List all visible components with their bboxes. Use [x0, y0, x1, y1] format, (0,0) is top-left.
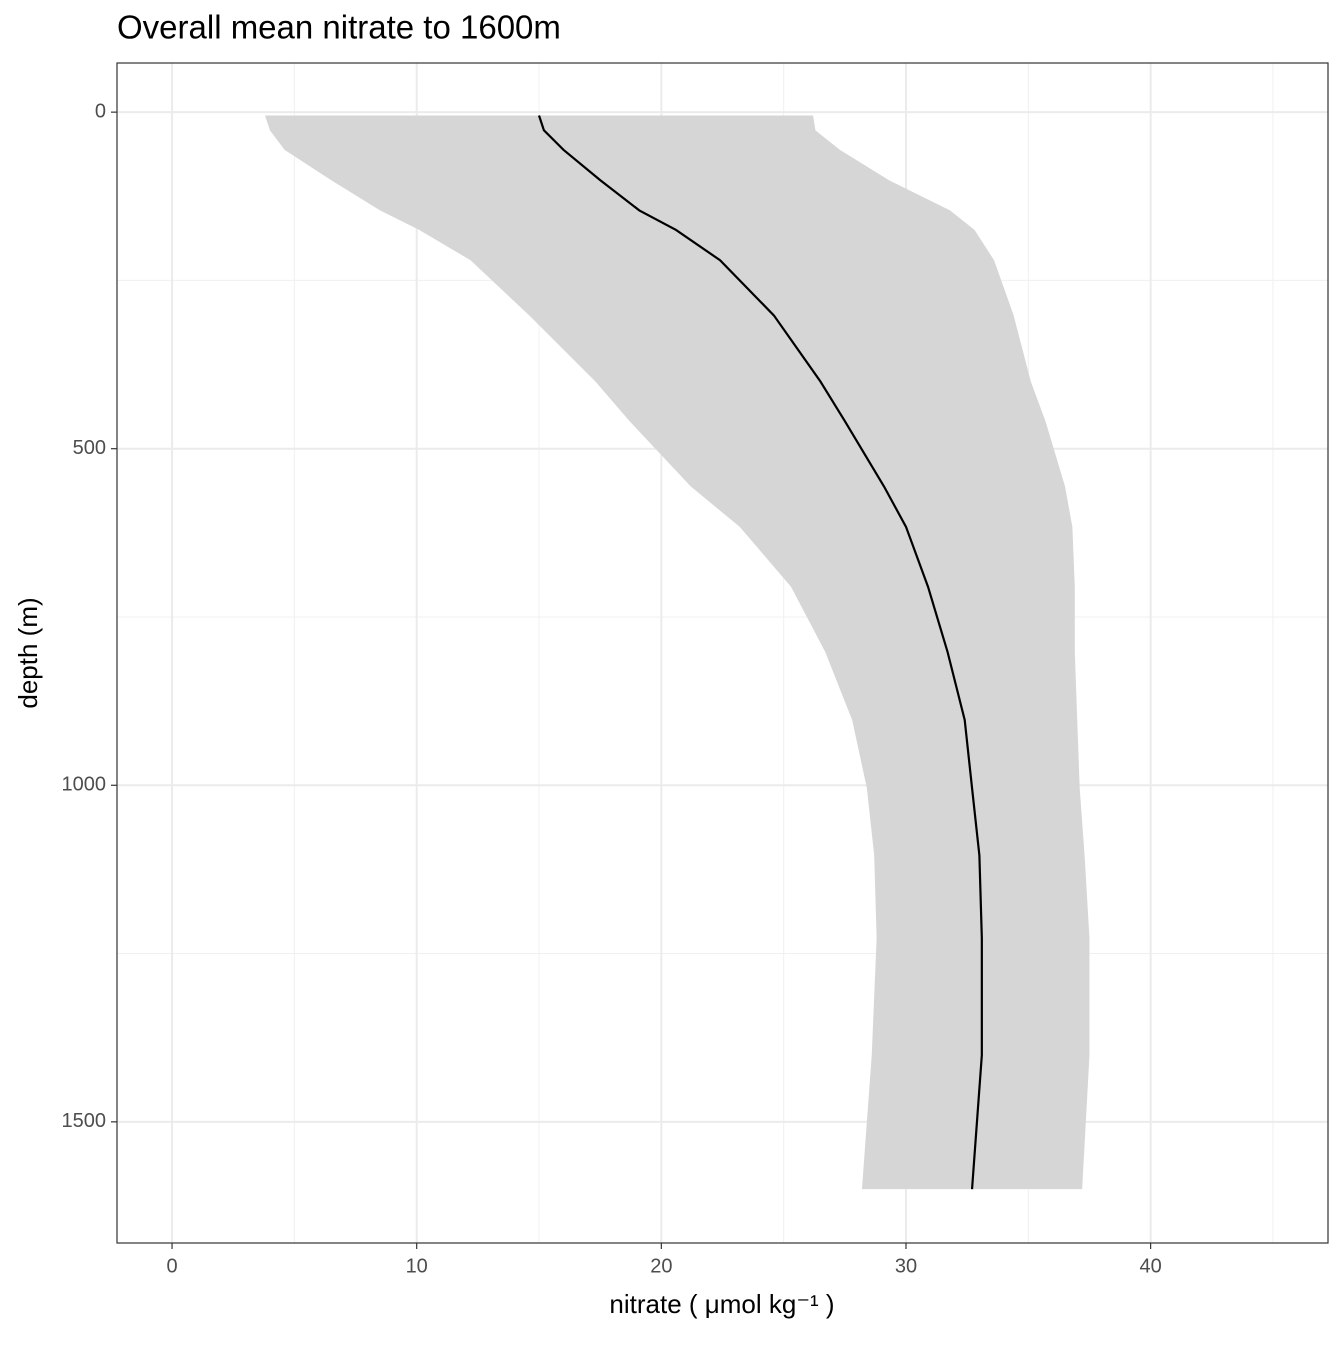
y-tick-label: 1500: [62, 1110, 107, 1132]
x-axis-title: nitrate ( μmol kg⁻¹ ): [609, 1289, 834, 1319]
x-tick-label: 20: [650, 1255, 672, 1277]
y-tick-label: 0: [95, 100, 106, 122]
panel-border: [116, 62, 1329, 1244]
x-tick-label: 0: [166, 1255, 177, 1277]
ribbon: [265, 115, 1090, 1190]
x-tick-label: 30: [895, 1255, 917, 1277]
y-axis-title: depth (m): [13, 597, 43, 708]
chart-title: Overall mean nitrate to 1600m: [117, 9, 561, 46]
x-tick-label: 10: [406, 1255, 428, 1277]
x-tick-label: 40: [1140, 1255, 1162, 1277]
mean-line: [537, 115, 983, 1190]
y-tick-label: 500: [73, 437, 106, 459]
y-tick-label: 1000: [62, 774, 107, 796]
